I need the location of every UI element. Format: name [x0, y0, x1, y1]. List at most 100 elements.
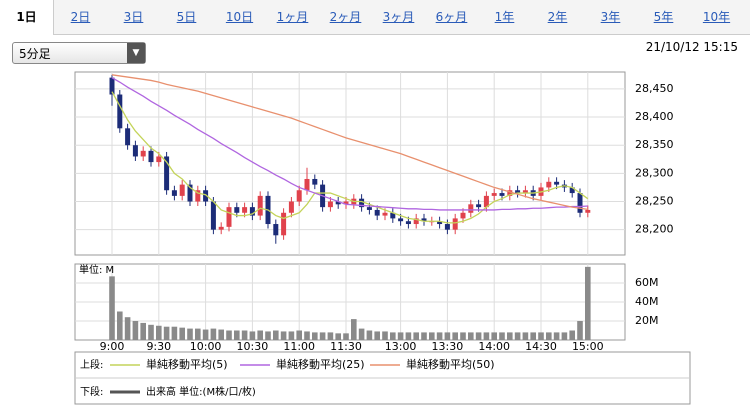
volume-bar: [452, 332, 458, 340]
period-tab[interactable]: 3日: [123, 10, 144, 24]
y-tick-label: 60M: [635, 276, 659, 289]
volume-bar: [351, 319, 357, 340]
interval-dropdown[interactable]: 5分足 ▼: [12, 42, 146, 64]
volume-bar: [397, 332, 404, 340]
candle-body: [546, 181, 552, 188]
y-tick-label: 28,450: [635, 82, 674, 95]
volume-bar: [538, 332, 544, 340]
y-tick-label: 28,200: [635, 223, 674, 236]
candle-body: [577, 193, 583, 213]
y-tick-label: 28,250: [635, 195, 674, 208]
volume-bar: [358, 328, 365, 340]
volume-bar: [257, 330, 263, 340]
candle-body: [257, 195, 263, 216]
volume-bar: [585, 266, 591, 340]
candle-body: [312, 178, 318, 185]
y-tick-label: 20M: [635, 314, 659, 327]
period-tab[interactable]: 2日: [70, 10, 91, 24]
candle-body: [327, 201, 333, 208]
volume-bar: [140, 322, 146, 340]
candle-body: [398, 218, 404, 222]
volume-bar: [475, 332, 482, 340]
volume-bar: [156, 325, 162, 340]
x-tick-label: 13:00: [385, 340, 417, 353]
y-tick-label: 28,300: [635, 166, 674, 179]
period-tab[interactable]: 3年: [600, 10, 621, 24]
volume-bar: [234, 330, 240, 340]
x-tick-label: 14:30: [525, 340, 557, 353]
period-tab[interactable]: 2年: [547, 10, 568, 24]
period-tabs: 1日 2日 3日 5日 10日 1ヶ月 2ヶ月 3ヶ月 6ヶ月 1年 2年 3年 5年 10年: [0, 0, 750, 35]
candle-body: [187, 184, 193, 202]
candle-body: [148, 150, 154, 163]
volume-bar: [327, 332, 334, 340]
volume-bar: [405, 332, 412, 340]
price-panel: [74, 71, 626, 256]
candle-body: [179, 184, 185, 196]
volume-bar: [374, 331, 380, 340]
x-tick-label: 9:00: [100, 340, 125, 353]
candle-body: [210, 201, 216, 230]
y-tick-label: 28,400: [635, 110, 674, 123]
volume-bar: [366, 330, 373, 340]
candle-body: [437, 221, 443, 225]
x-tick-label: 9:30: [146, 340, 171, 353]
candle-body: [335, 201, 341, 205]
candle-body: [218, 226, 224, 230]
dropdown-arrow[interactable]: ▼: [127, 43, 145, 63]
moving-average-line: [111, 91, 589, 224]
volume-bar: [163, 326, 170, 340]
candle-body: [226, 207, 232, 227]
candle-body: [491, 193, 497, 196]
volume-bar: [382, 331, 388, 340]
volume-bar: [460, 332, 466, 340]
candle-body: [468, 204, 474, 213]
volume-bar: [171, 326, 178, 340]
candle-body: [569, 187, 575, 194]
unit-label: 単位: M: [79, 263, 114, 276]
candle-body: [444, 224, 450, 230]
volume-bar: [553, 332, 560, 340]
period-tab[interactable]: 1ヶ月: [276, 10, 309, 24]
candle-body: [117, 94, 123, 129]
period-tab[interactable]: 5日: [176, 10, 197, 24]
candle-body: [195, 190, 201, 202]
period-tab[interactable]: 10日: [225, 10, 254, 24]
volume-bar: [413, 332, 419, 340]
candle-body: [507, 190, 513, 196]
volume-bar: [179, 327, 185, 340]
volume-bar: [312, 332, 318, 340]
volume-bar: [148, 324, 154, 340]
period-tab[interactable]: 3ヶ月: [382, 10, 415, 24]
x-tick-label: 14:00: [478, 340, 510, 353]
candle-body: [288, 201, 294, 213]
candle-body: [390, 212, 396, 219]
period-tab[interactable]: 5年: [653, 10, 674, 24]
candle-body: [374, 209, 380, 216]
period-tab[interactable]: 10年: [702, 10, 731, 24]
candle-body: [171, 190, 177, 196]
period-tab[interactable]: 1年: [494, 10, 515, 24]
volume-bar: [226, 330, 232, 340]
volume-bar: [319, 332, 326, 340]
y-tick-label: 40M: [635, 295, 659, 308]
candle-body: [366, 207, 372, 210]
period-tab[interactable]: 2ヶ月: [329, 10, 362, 24]
period-tab[interactable]: 6ヶ月: [435, 10, 468, 24]
legend-label: 単純移動平均(25): [276, 357, 365, 371]
candle-body: [483, 195, 489, 208]
volume-bar: [249, 331, 256, 340]
volume-bar: [288, 331, 295, 340]
candle-body: [234, 207, 240, 213]
candle-body: [515, 190, 521, 194]
candle-body: [242, 207, 248, 213]
x-tick-label: 10:00: [190, 340, 222, 353]
candle-body: [359, 198, 365, 208]
x-tick-label: 13:30: [432, 340, 464, 353]
candle-body: [304, 178, 310, 191]
candle-body: [273, 224, 279, 236]
volume-bar: [296, 330, 302, 340]
period-tab[interactable]: 1日: [0, 0, 54, 35]
